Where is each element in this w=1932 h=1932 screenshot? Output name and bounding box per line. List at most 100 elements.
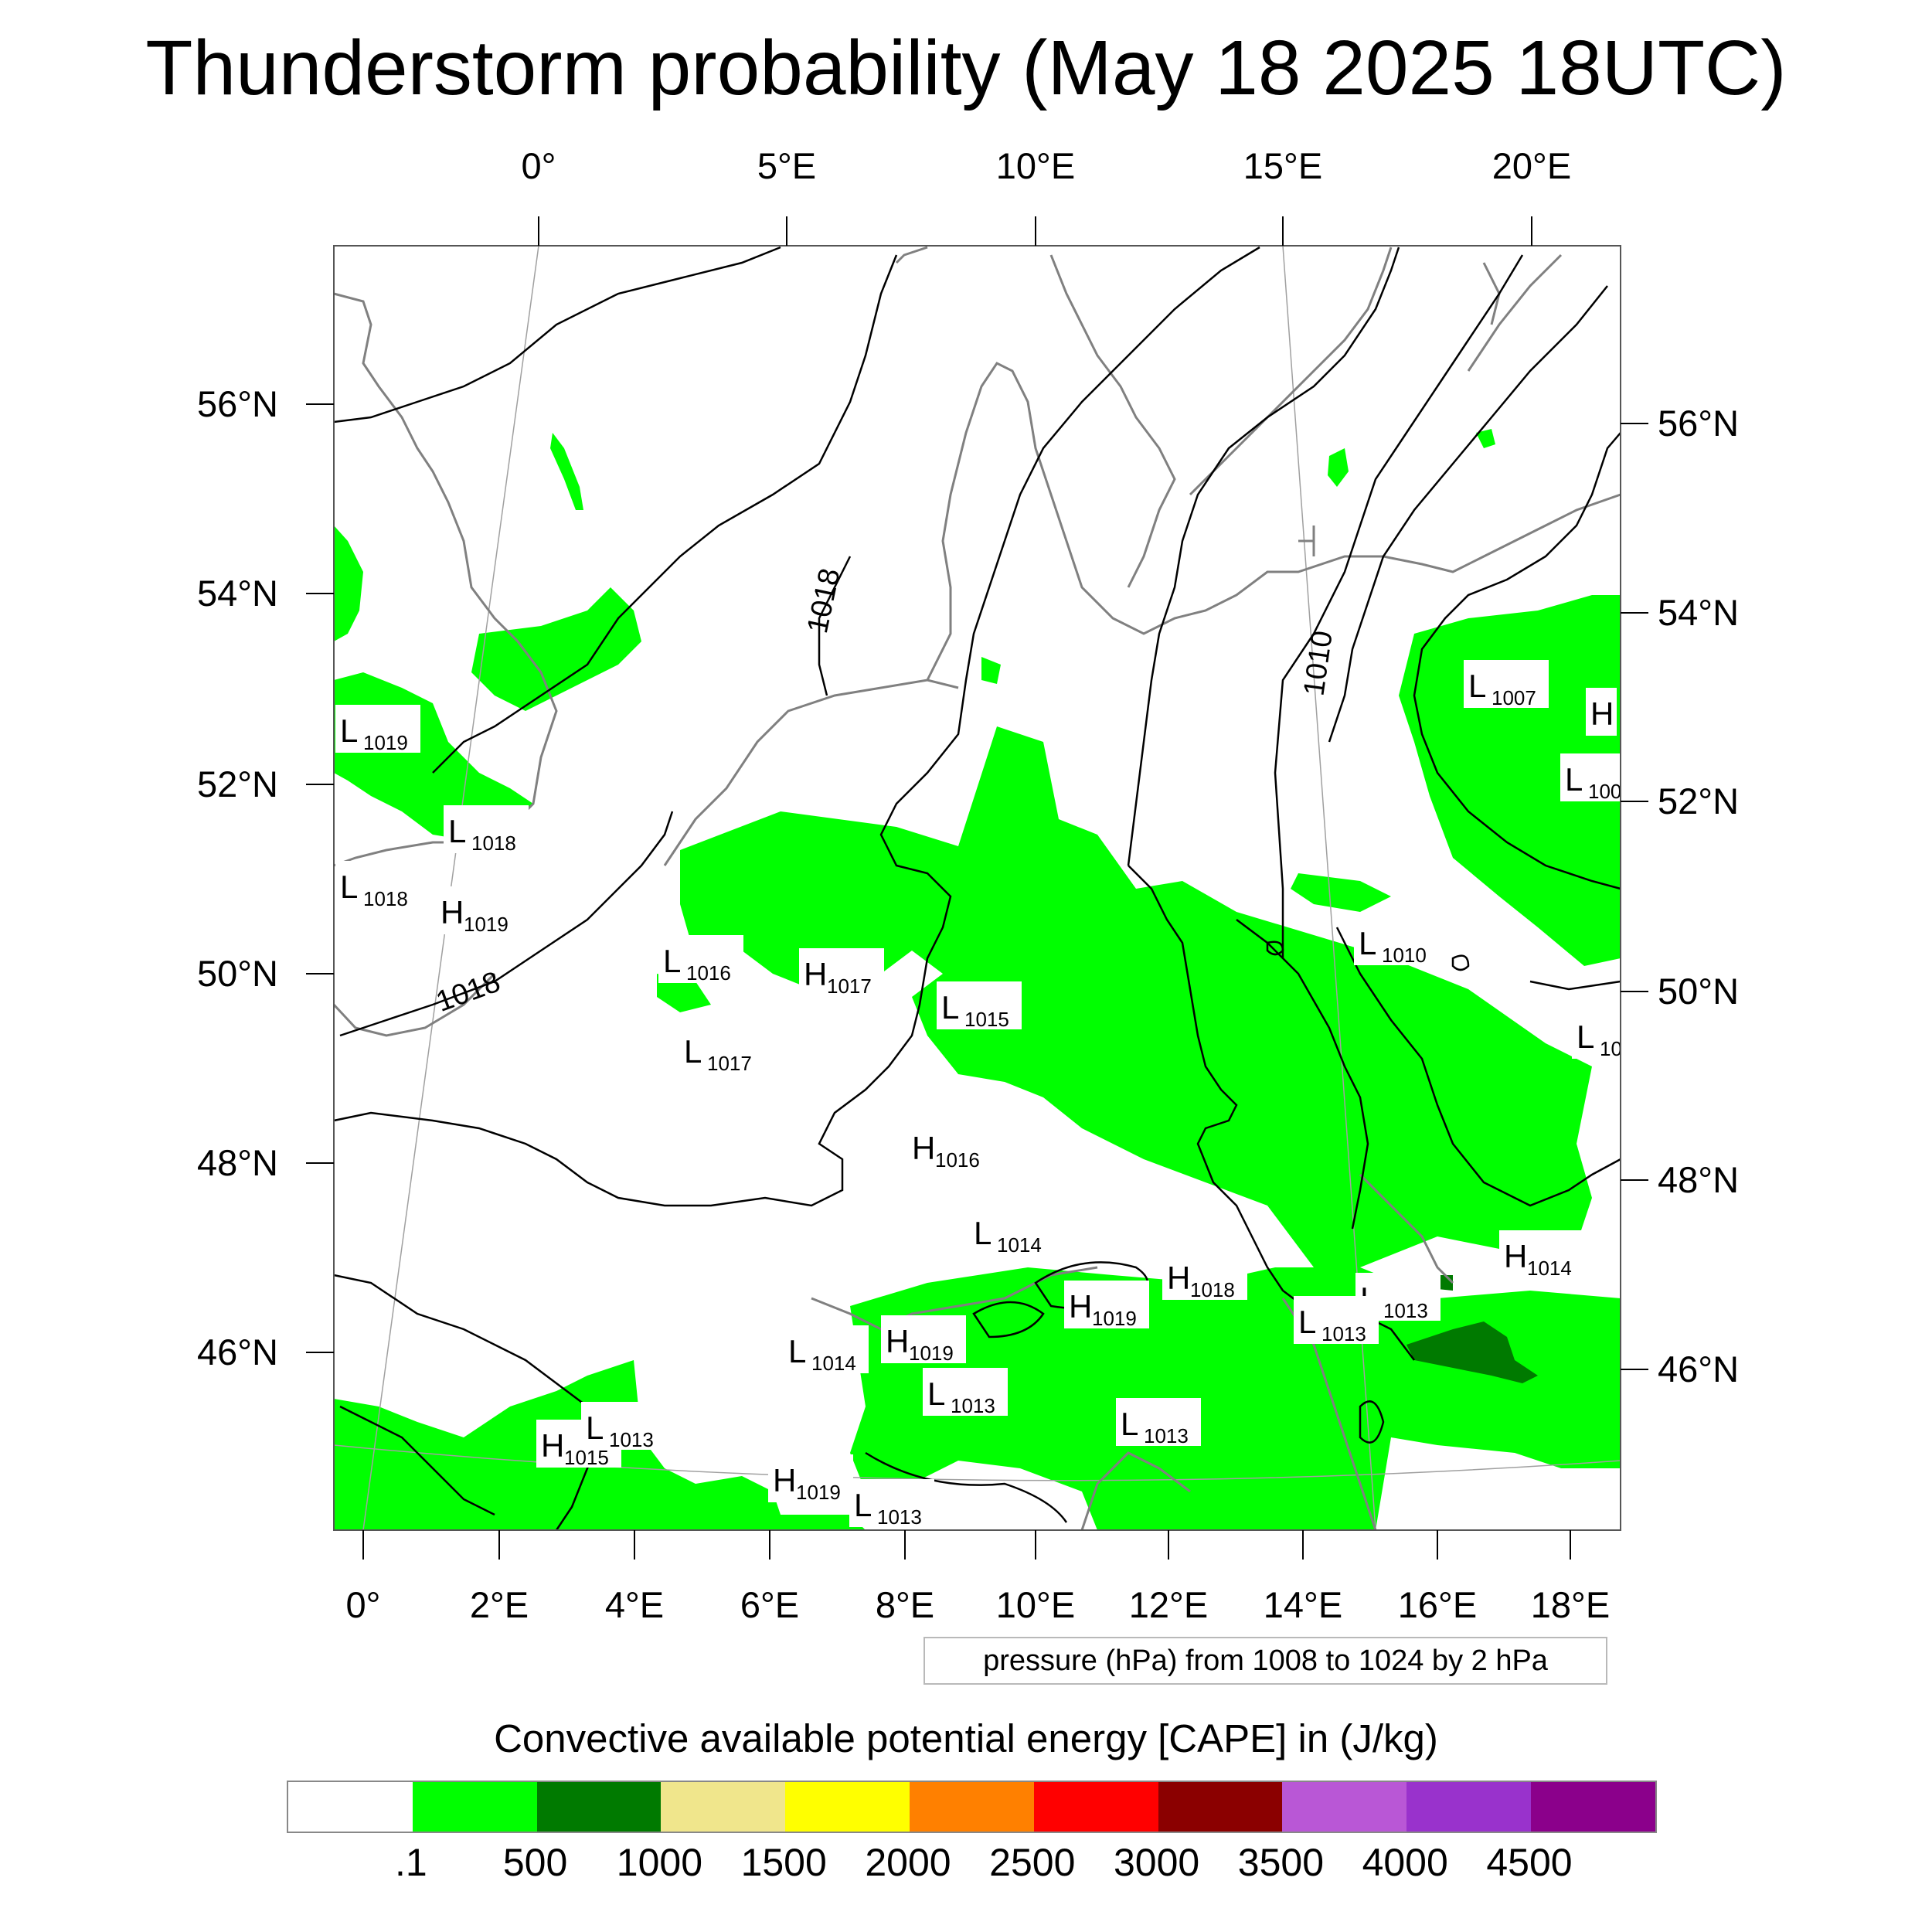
cape-area-denmark-south — [981, 657, 1001, 684]
high-pressure-center: H — [1586, 688, 1617, 736]
lon-tick-top: 0° — [521, 145, 556, 186]
pressure-center-letter: L — [340, 869, 358, 905]
pressure-center-value: 1015 — [964, 1008, 1009, 1031]
isobar-alpine-2 — [972, 1301, 1045, 1338]
high-pressure-center: H 1019 — [436, 886, 521, 936]
pressure-center-letter: L — [586, 1410, 604, 1446]
colorbar-label: 1500 — [740, 1841, 827, 1884]
colorbar-swatch — [412, 1782, 537, 1832]
high-pressure-center: H 1019 — [1064, 1281, 1149, 1330]
lon-tick-bottom: 16°E — [1397, 1584, 1478, 1625]
contour-note: pressure (hPa) from 1008 to 1024 by 2 hP… — [923, 1637, 1607, 1685]
pressure-center-letter: H — [804, 956, 827, 992]
lon-tick-bottom: 4°E — [604, 1584, 665, 1625]
colorbar-label: 3500 — [1237, 1841, 1324, 1884]
pressure-center-value: 1016 — [686, 961, 731, 985]
lon-tick-bottom: 12°E — [1128, 1584, 1209, 1625]
low-pressure-center: L 1007 — [1464, 660, 1549, 709]
cape-area-east-poland — [1399, 595, 1621, 966]
lon-tick-bottom: 14°E — [1263, 1584, 1343, 1625]
pressure-center-value: 1018 — [363, 887, 408, 910]
pressure-center-letter: H — [1504, 1238, 1527, 1274]
isobar-1018-mid — [432, 254, 898, 774]
low-pressure-center: L 1014 — [969, 1207, 1054, 1257]
colorbar-swatch — [785, 1782, 910, 1832]
pressure-center-value: 1017 — [827, 975, 872, 998]
pressure-center-letter: L — [1359, 925, 1376, 961]
cape-area-central — [680, 726, 1592, 1267]
pressure-center-letter: H — [1069, 1288, 1092, 1325]
lon-tick-bottom: 10°E — [995, 1584, 1076, 1625]
low-pressure-center: L 1016 — [658, 935, 743, 985]
pressure-center-value: 1018 — [1190, 1278, 1235, 1301]
isobar-small-2 — [1266, 940, 1284, 956]
high-pressure-center: H 1019 — [881, 1315, 966, 1365]
isobar-1010 — [1335, 927, 1621, 1207]
colorbar-label: 3000 — [1113, 1841, 1200, 1884]
pressure-center-letter: L — [927, 1376, 945, 1412]
lat-tick-left: 48°N — [196, 1142, 278, 1183]
low-pressure-center: L 10 — [1572, 1011, 1657, 1060]
lat-tick-right: 52°N — [1658, 781, 1740, 821]
lon-tick-bottom: 8°E — [875, 1584, 935, 1625]
low-pressure-center: L 1015 — [937, 981, 1022, 1031]
cape-area-hungary — [1406, 1321, 1538, 1383]
colorbar-swatch — [288, 1782, 413, 1832]
colorbar-label: 500 — [502, 1841, 568, 1884]
pressure-center-value: 1018 — [471, 832, 516, 855]
isobar-1013-closed — [865, 1451, 1068, 1523]
pressure-center-value: 1014 — [1527, 1257, 1572, 1280]
map-border — [333, 245, 1621, 1531]
pressure-center-value: 100 — [1588, 780, 1621, 803]
pressure-center-letter: L — [788, 1333, 806, 1369]
pressure-center-letter: L — [448, 813, 466, 849]
lat-tick-left: 52°N — [196, 764, 278, 804]
isobar-1018-north — [333, 246, 781, 423]
pressure-center-value: 1013 — [951, 1394, 995, 1417]
low-pressure-center: L 1010 — [1354, 917, 1439, 967]
high-pressure-center: H 1018 — [1162, 1252, 1247, 1301]
low-pressure-center: L 1017 — [679, 1026, 764, 1075]
pressure-center-letter: H — [1167, 1260, 1190, 1296]
colorbar-swatch — [536, 1782, 662, 1832]
lat-tick-right: 48°N — [1658, 1159, 1740, 1200]
colorbar — [287, 1781, 1657, 1833]
cape-area-baltic — [1476, 429, 1495, 448]
cape-area-england-east — [471, 587, 641, 711]
isobar-1010-north — [1328, 285, 1608, 743]
pressure-center-value: 1016 — [935, 1148, 980, 1172]
cape-area-poland-strip — [1291, 873, 1391, 912]
cape-area-scotland — [334, 526, 363, 641]
low-pressure-center: L 1018 — [335, 861, 420, 910]
pressure-center-value: 1013 — [1321, 1322, 1366, 1345]
low-pressure-center: L 1014 — [784, 1325, 869, 1375]
pressure-center-value: 10 — [1600, 1037, 1622, 1060]
cape-area-benelux-small — [657, 974, 711, 1012]
pressure-center-value: 1013 — [1383, 1299, 1428, 1322]
pressure-center-letter: L — [854, 1487, 872, 1523]
pressure-center-letter: L — [1468, 668, 1486, 704]
lon-tick-bottom: 0° — [345, 1584, 381, 1625]
pressure-center-letter: H — [1590, 696, 1614, 732]
pressure-center-value: 1013 — [609, 1428, 654, 1451]
isobar-1008 — [1413, 432, 1621, 890]
pressure-center-value: 1010 — [1382, 944, 1427, 967]
lat-tick-right: 54°N — [1658, 592, 1740, 633]
pressure-center-value: 1014 — [997, 1233, 1042, 1257]
lon-tick-top: 10°E — [995, 145, 1076, 186]
colorbar-swatch — [661, 1782, 786, 1832]
colorbar-label: 2500 — [989, 1841, 1076, 1884]
isobar-small-1 — [1451, 954, 1470, 971]
isobar-sw — [333, 1274, 604, 1531]
lat-tick-right: 50°N — [1658, 971, 1740, 1012]
high-pressure-center: H 1016 — [907, 1122, 992, 1172]
low-pressure-center: L 1013 — [923, 1368, 1008, 1417]
pressure-center-letter: L — [663, 943, 681, 979]
pressure-center-letter: H — [886, 1323, 909, 1359]
colorbar-label: 1000 — [616, 1841, 702, 1884]
lon-tick-bottom: 2°E — [469, 1584, 529, 1625]
